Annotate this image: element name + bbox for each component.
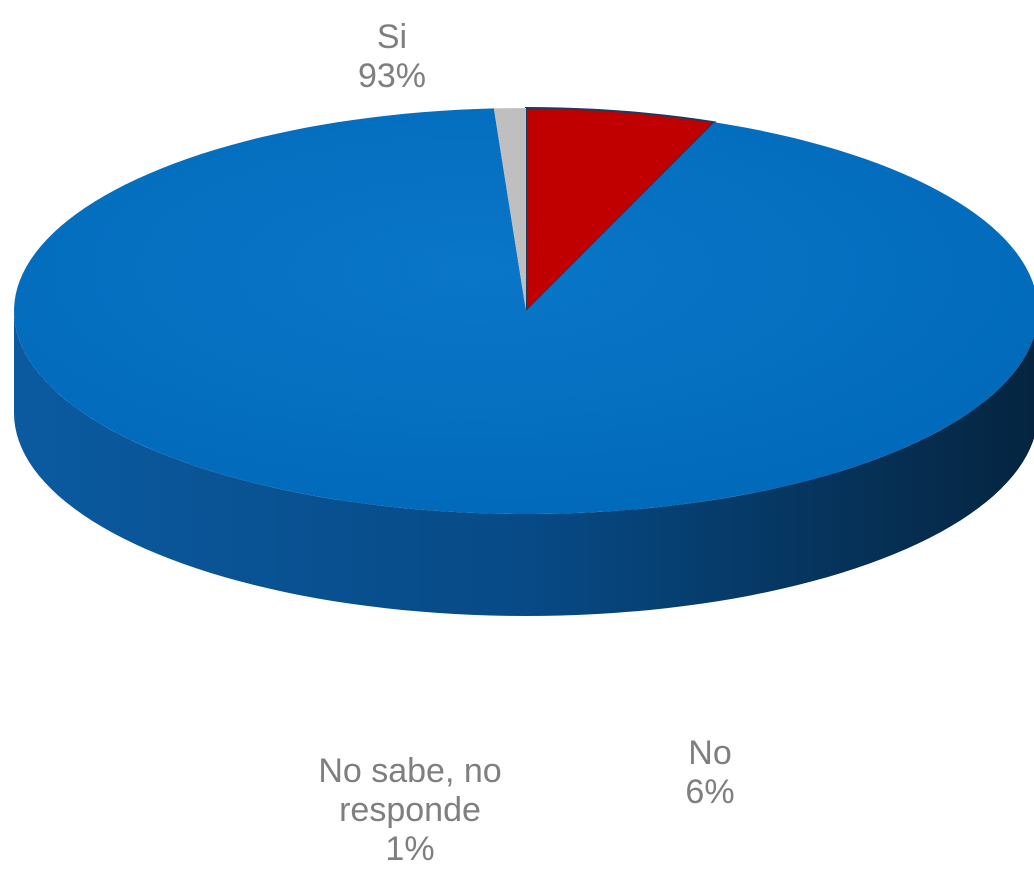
slice-label-nsnr: No sabe, no responde 1% — [290, 752, 530, 869]
slice-label-si-name: Si — [376, 18, 408, 56]
slice-label-no: No 6% — [640, 734, 780, 812]
slice-label-nsnr-name: No sabe, no responde — [318, 752, 502, 829]
slice-label-no-name: No — [688, 734, 732, 772]
slice-label-no-value: 6% — [685, 773, 735, 811]
slice-side-si — [14, 311, 1034, 616]
slice-label-nsnr-value: 1% — [385, 830, 435, 868]
slice-label-si-value: 93% — [357, 57, 427, 95]
slice-label-si: Si 93% — [322, 18, 462, 96]
slice-top-no — [525, 106, 717, 314]
slice-top-nsnr — [493, 108, 526, 311]
slice-top-si — [14, 108, 1034, 514]
